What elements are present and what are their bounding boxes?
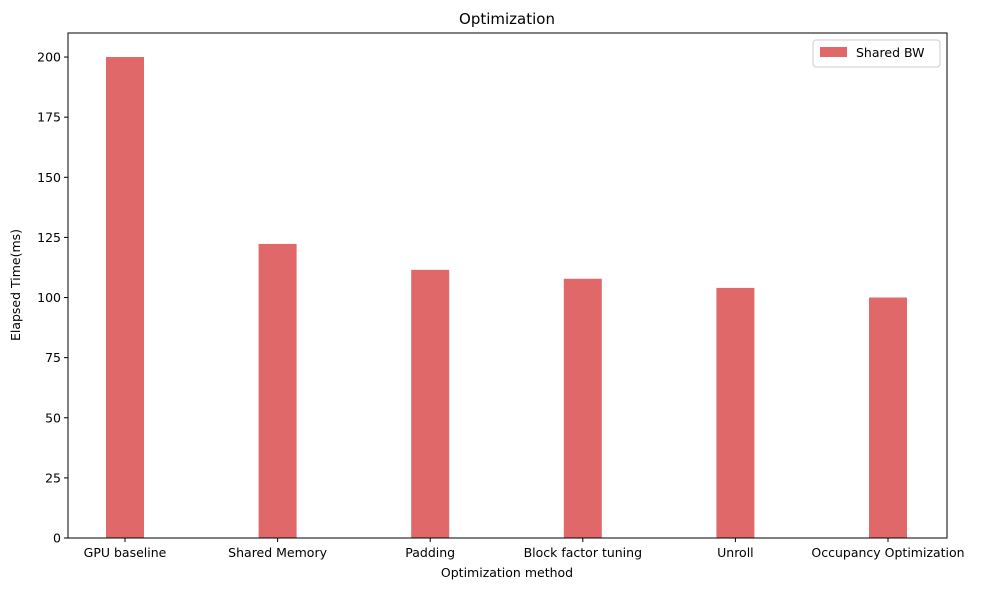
x-tick-label: Padding bbox=[405, 545, 455, 560]
bar-padding bbox=[411, 269, 450, 538]
bar-block-factor-tuning bbox=[563, 278, 602, 538]
y-tick-label: 0 bbox=[53, 531, 61, 546]
y-tick-label: 25 bbox=[45, 470, 61, 485]
legend-label: Shared BW bbox=[856, 45, 924, 60]
bar-shared-memory bbox=[258, 243, 297, 538]
x-tick-label: Block factor tuning bbox=[524, 545, 642, 560]
x-tick-label: GPU baseline bbox=[84, 545, 167, 560]
bar-unroll bbox=[716, 287, 755, 538]
x-tick-label: Shared Memory bbox=[228, 545, 327, 560]
chart-title: Optimization bbox=[459, 10, 555, 28]
bar-occupancy-optimization bbox=[869, 297, 907, 538]
x-axis-ticks: GPU baseline Shared Memory Padding Block fa… bbox=[84, 538, 965, 560]
y-axis-label: Elapsed Time(ms) bbox=[8, 229, 23, 341]
y-tick-label: 200 bbox=[37, 50, 61, 65]
y-axis-ticks: 0 25 50 75 100 125 150 175 200 bbox=[37, 50, 68, 546]
x-tick-label: Occupancy Optimization bbox=[811, 545, 964, 560]
bar-gpu-baseline bbox=[106, 57, 144, 539]
y-tick-label: 75 bbox=[45, 350, 61, 365]
y-tick-label: 175 bbox=[37, 110, 61, 125]
legend-swatch bbox=[820, 47, 847, 57]
y-tick-label: 125 bbox=[37, 230, 61, 245]
y-tick-label: 50 bbox=[45, 410, 61, 425]
y-tick-label: 100 bbox=[37, 290, 61, 305]
bars-group bbox=[106, 57, 907, 539]
x-tick-label: Unroll bbox=[717, 545, 754, 560]
plot-frame bbox=[67, 32, 948, 539]
legend: Shared BW bbox=[812, 39, 941, 68]
x-axis-label: Optimization method bbox=[441, 565, 573, 580]
legend-box bbox=[812, 39, 941, 68]
y-tick-label: 150 bbox=[37, 170, 61, 185]
